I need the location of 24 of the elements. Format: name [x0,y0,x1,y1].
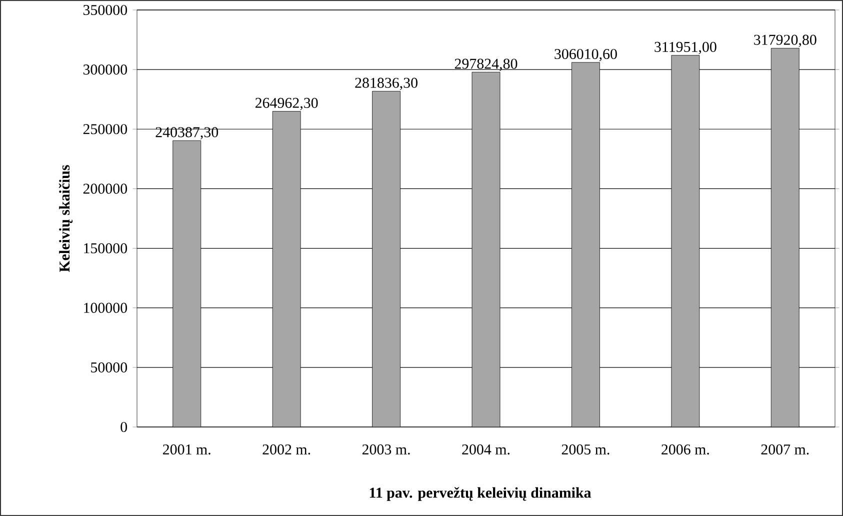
data-label: 297824,80 [454,58,518,71]
y-axis-title: Keleivių skaičius [58,165,73,272]
text: 11 pav. pervežtų keleivių dinamika [370,487,592,501]
x-tick-label: 2007 m. [761,444,809,455]
y-tick-label: 100000 [84,302,128,313]
y-tick-label: 150000 [84,243,128,254]
x-tick-label: 2006 m. [662,444,709,455]
y-tick-label: 200000 [83,184,128,194]
data-label: 311951,00 [654,42,716,54]
y-tick-label: 250000 [83,124,128,134]
x-tick-label: 2004 m. [462,444,510,455]
y-tick-label: 300000 [83,64,128,75]
data-label: 281836,30 [355,78,418,90]
y-tick-label: 350000 [83,4,128,16]
x-tick-label: 2002 m. [262,444,310,455]
x-tick-label: 2003 m. [362,444,410,455]
y-tick-label: 0 [120,422,128,432]
data-label: 264962,30 [255,98,318,110]
data-label: 317920,80 [754,34,816,48]
y-tick-label: 50000 [91,362,128,372]
data-label: 240387,30 [156,127,218,140]
x-tick-label: 2005 m. [562,444,610,455]
data-label: 306010,60 [554,48,617,62]
x-tick-label: 2001 m. [163,444,210,455]
